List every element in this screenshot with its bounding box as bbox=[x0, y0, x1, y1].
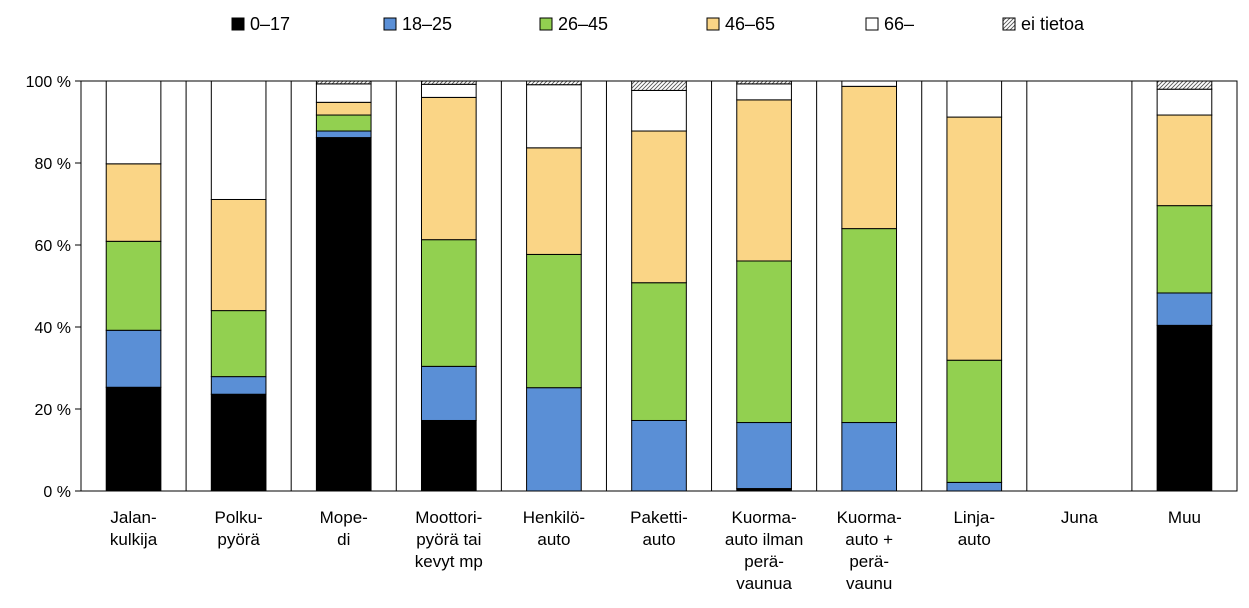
legend-label: 46–65 bbox=[725, 14, 775, 34]
plot-area bbox=[80, 80, 1238, 492]
legend-swatch bbox=[383, 17, 397, 31]
x-tick-label: Moottori-pyörä tai kevyt mp bbox=[415, 508, 483, 571]
bar-segment bbox=[526, 147, 582, 255]
bar-segment bbox=[736, 99, 792, 262]
bar-segment bbox=[946, 80, 1003, 118]
bar-segment bbox=[631, 89, 687, 132]
bar-segment bbox=[946, 359, 1003, 483]
bar-segment bbox=[526, 253, 582, 389]
bar-segment bbox=[420, 80, 477, 85]
y-tick-label: 40 % bbox=[35, 320, 71, 337]
y-tick-label: 0 % bbox=[43, 484, 71, 501]
bar-segment bbox=[315, 130, 372, 139]
bar-segment bbox=[210, 376, 267, 395]
legend-swatch bbox=[706, 17, 720, 31]
bar-segment bbox=[526, 80, 582, 86]
bar-segment bbox=[315, 101, 372, 116]
bar-segment bbox=[420, 239, 477, 367]
bar-segment bbox=[631, 282, 687, 421]
x-tick-label: Mope-di bbox=[320, 508, 368, 549]
legend-label: 66– bbox=[884, 14, 914, 34]
bar-segment bbox=[105, 329, 162, 388]
bar-segment bbox=[1156, 80, 1213, 90]
bar-segment bbox=[841, 422, 898, 492]
bar-segment bbox=[526, 84, 582, 149]
x-tick-label: Linja-auto bbox=[953, 508, 995, 549]
bar-segment bbox=[420, 365, 477, 421]
y-tick-label: 100 % bbox=[26, 74, 71, 91]
x-tick-label: Jalan-kulkija bbox=[110, 508, 158, 549]
x-tick-label: Paketti-auto bbox=[630, 508, 688, 549]
x-tick-label: Juna bbox=[1061, 508, 1098, 527]
bar-segment bbox=[1156, 114, 1213, 207]
bar-segment bbox=[631, 80, 687, 91]
y-axis: 0 % 20 % 40 % 60 % 80 % 100 % bbox=[26, 74, 81, 501]
x-tick-label: Kuorma-auto ilman perä-vaunua bbox=[725, 508, 803, 593]
bar-segment bbox=[105, 386, 162, 492]
bar-segment bbox=[946, 116, 1003, 361]
legend-label: ei tietoa bbox=[1021, 14, 1085, 34]
bar-segment bbox=[315, 80, 372, 85]
x-axis: Jalan-kulkija Polku-pyörä Mope-di Moottori-… bbox=[110, 508, 1201, 593]
legend-label: 26–45 bbox=[558, 14, 608, 34]
bar-segment bbox=[315, 137, 372, 492]
legend: 0–17 18–25 26–45 46–65 66– ei tietoa bbox=[231, 14, 1085, 34]
bar-segment bbox=[105, 240, 162, 331]
bar-segment bbox=[526, 387, 582, 492]
y-tick-label: 20 % bbox=[35, 402, 71, 419]
legend-label: 0–17 bbox=[250, 14, 290, 34]
bar-segment bbox=[315, 114, 372, 132]
x-tick-label: Kuorma-auto + perä-vaunu bbox=[837, 508, 902, 593]
bar-segment bbox=[210, 198, 267, 312]
bar-segment bbox=[420, 419, 477, 492]
bar-segment bbox=[420, 83, 477, 98]
bar-segment bbox=[210, 80, 267, 200]
bar-segment bbox=[210, 393, 267, 492]
legend-swatch bbox=[539, 17, 553, 31]
y-tick-label: 80 % bbox=[35, 156, 71, 173]
bar-segment bbox=[736, 83, 792, 101]
bar-segment bbox=[736, 260, 792, 424]
bar-segment bbox=[420, 96, 477, 241]
bar-segment bbox=[105, 80, 162, 165]
bar-segment bbox=[736, 80, 792, 85]
bar-segment bbox=[736, 422, 792, 490]
x-tick-label: Henkilö-auto bbox=[523, 508, 585, 549]
bar-segment bbox=[315, 83, 372, 103]
bar-segment bbox=[1156, 292, 1213, 326]
x-tick-label: Muu bbox=[1168, 508, 1201, 527]
bar-segment bbox=[631, 130, 687, 284]
bar-segment bbox=[105, 163, 162, 242]
bar-segment bbox=[1156, 205, 1213, 294]
bar-segment bbox=[946, 481, 1003, 492]
y-tick-label: 60 % bbox=[35, 238, 71, 255]
legend-swatch bbox=[231, 17, 245, 31]
legend-label: 18–25 bbox=[402, 14, 452, 34]
legend-swatch bbox=[865, 17, 879, 31]
bar-segment bbox=[841, 228, 898, 424]
legend-swatch bbox=[1002, 17, 1016, 31]
bar-segment bbox=[210, 310, 267, 378]
bar-segment bbox=[631, 419, 687, 492]
bar-segment bbox=[841, 85, 898, 230]
bar-segment bbox=[841, 80, 898, 87]
bar-segment bbox=[1156, 324, 1213, 492]
bar-segment bbox=[1156, 88, 1213, 116]
x-tick-label: Polku-pyörä bbox=[215, 508, 263, 549]
